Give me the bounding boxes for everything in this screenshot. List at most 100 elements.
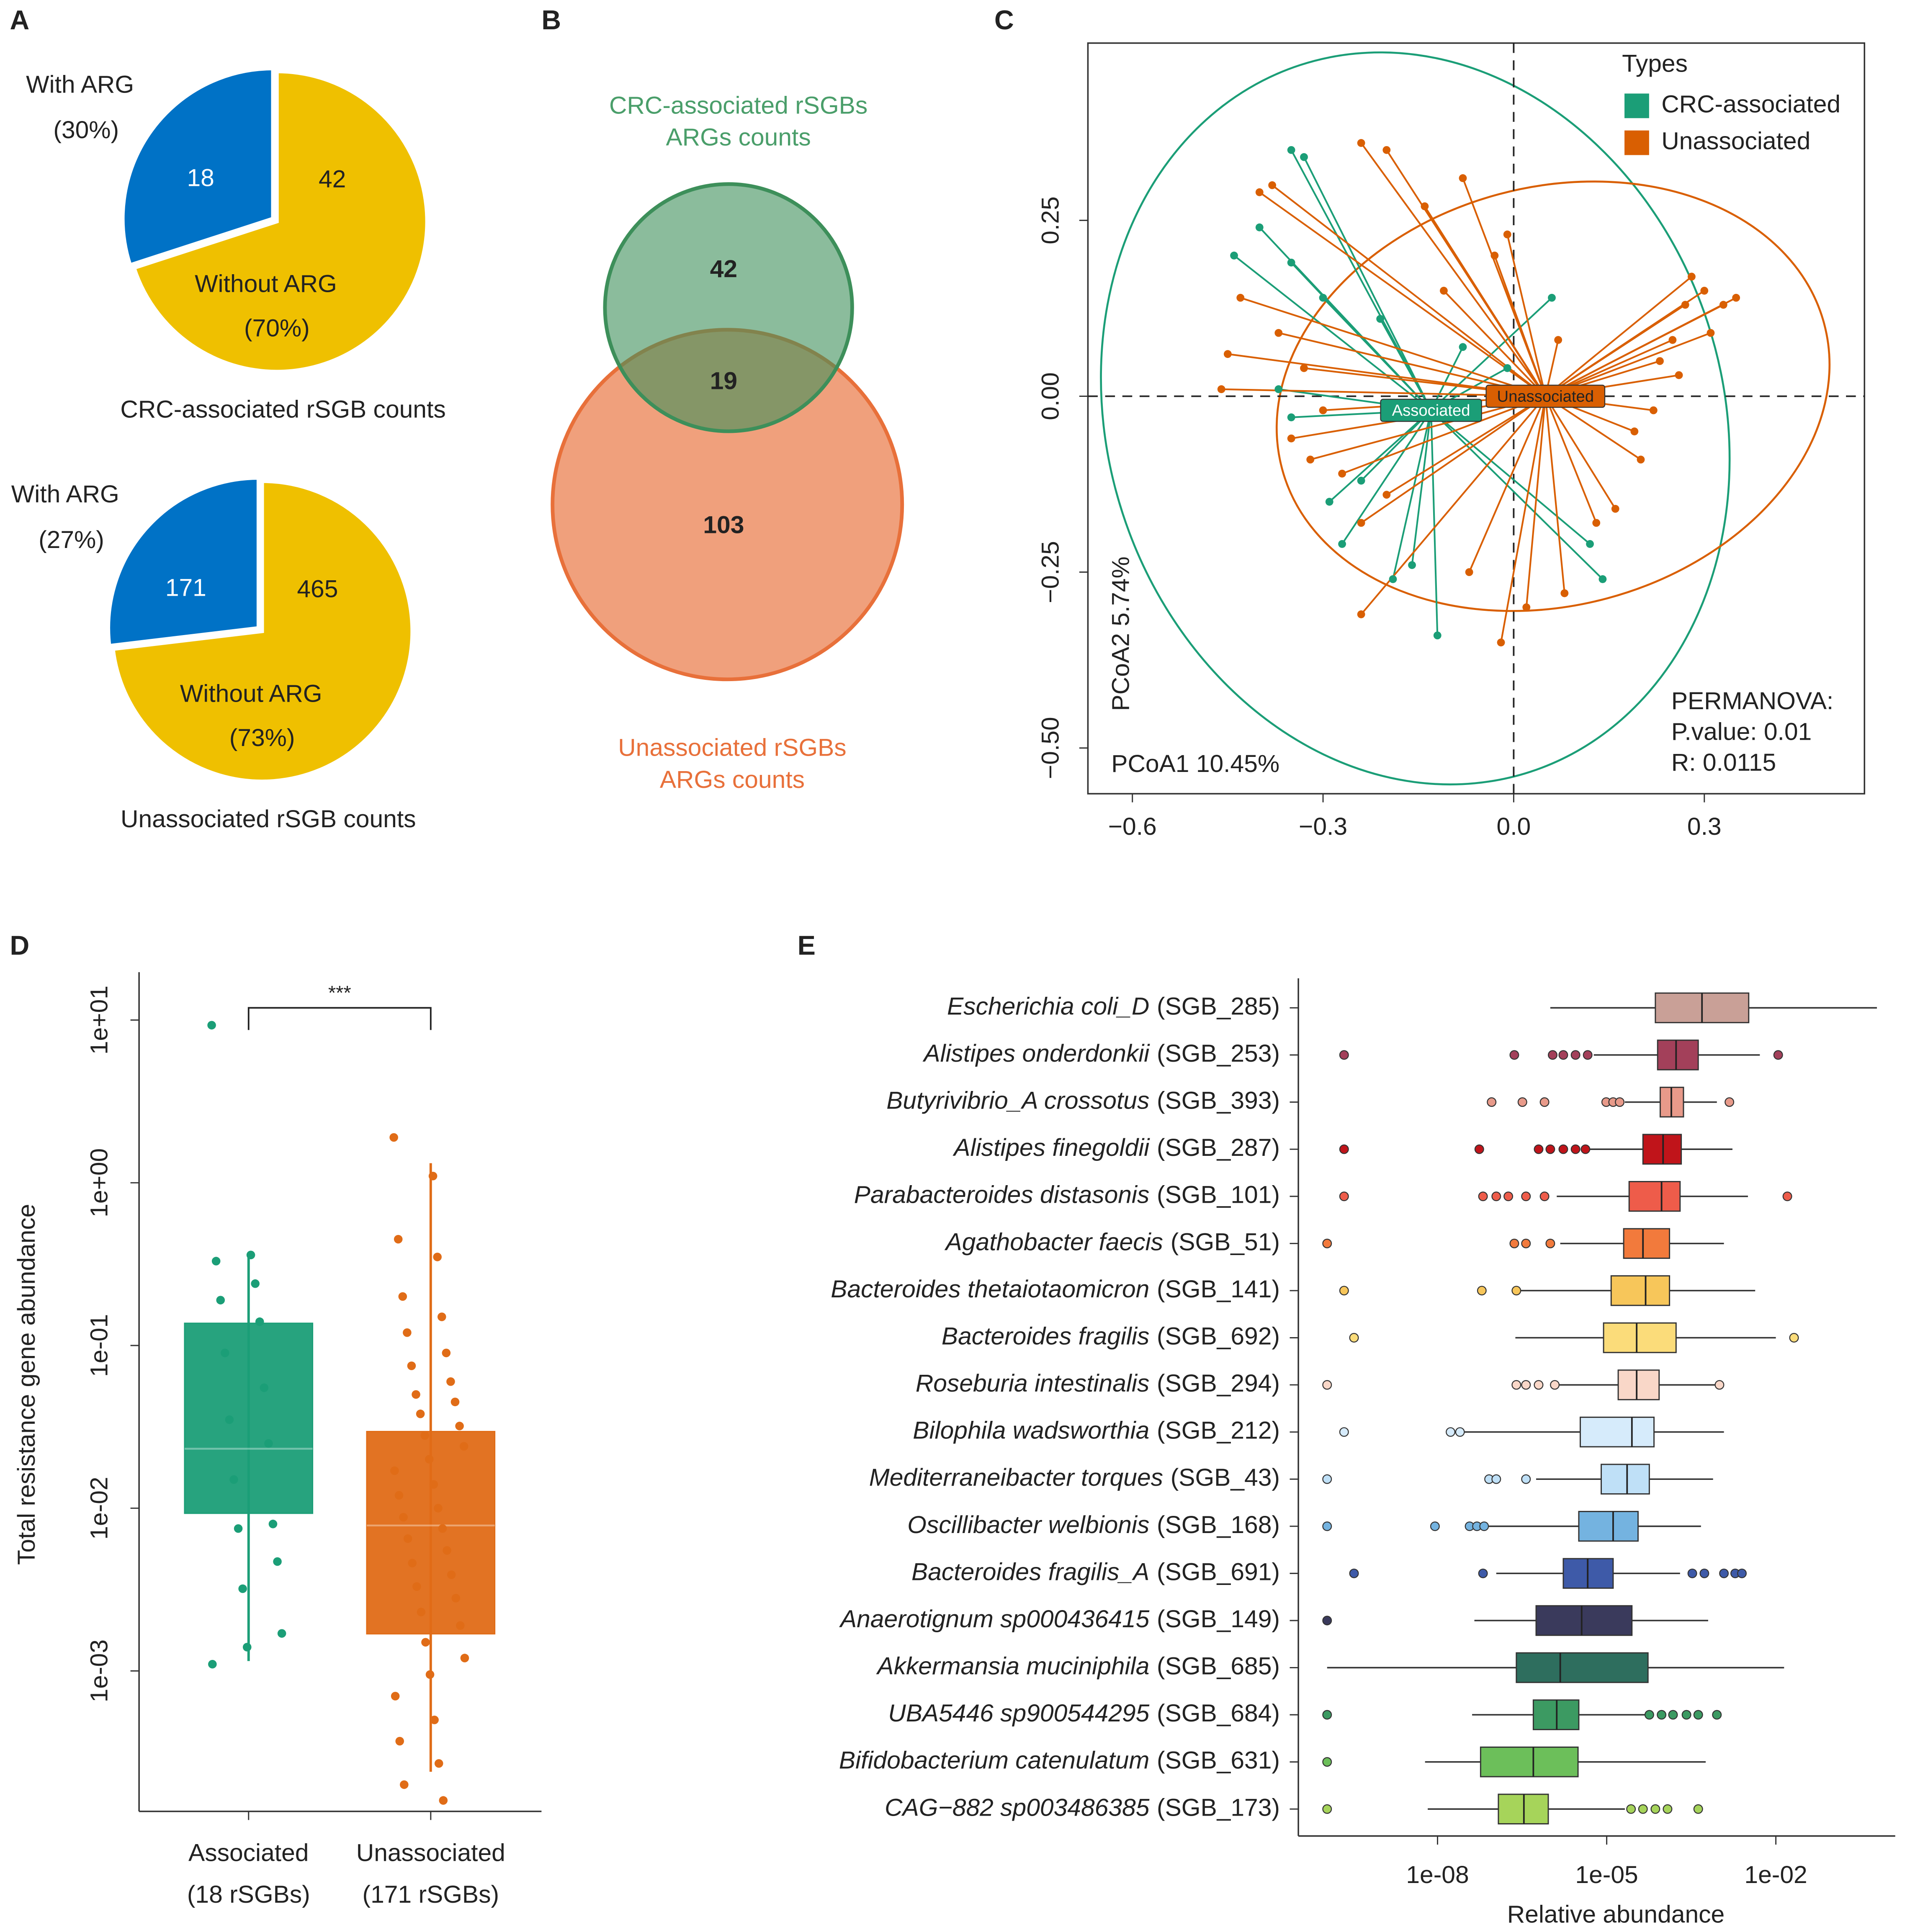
species-name: Roseburia intestinalis [916, 1370, 1150, 1397]
plot-frame [1087, 42, 1866, 795]
species-name: Anaerotignum sp000436415 [839, 1605, 1150, 1633]
outlier [1521, 1191, 1531, 1201]
point [1490, 252, 1499, 260]
y-axis-label: PCoA2 5.74% [1107, 556, 1134, 711]
slice-value: 18 [187, 165, 214, 192]
outlier [1548, 1050, 1557, 1060]
outlier [1681, 1710, 1691, 1720]
spider-line [1525, 396, 1547, 607]
category-label: Bacteroides fragilis_A (SGB_691) [911, 1558, 1280, 1585]
point [437, 1312, 446, 1321]
spider-line [1322, 297, 1432, 411]
annotation: R: 0.0115 [1671, 749, 1776, 776]
outlier [1626, 1804, 1636, 1814]
species-name: Bilophila wadsworthia [913, 1417, 1149, 1444]
point [1357, 139, 1365, 147]
outlier [1789, 1333, 1799, 1343]
outlier [1719, 1568, 1729, 1578]
point [1637, 455, 1645, 464]
point [447, 1570, 456, 1579]
x-tick-note: (171 rSGBs) [363, 1881, 499, 1908]
slice-label: Without ARG [195, 270, 337, 298]
point [1503, 364, 1511, 372]
outlier [1509, 1050, 1519, 1060]
spider-line [1462, 178, 1547, 397]
outlier [1712, 1710, 1722, 1720]
outlier [1650, 1804, 1660, 1814]
spider-line [1468, 396, 1547, 573]
point [1255, 223, 1264, 232]
point [1287, 258, 1295, 267]
point [1357, 519, 1365, 527]
sgb-id: (SGB_43) [1171, 1464, 1280, 1491]
point [1497, 638, 1505, 647]
point [1459, 343, 1467, 351]
slice-label: With ARG [11, 481, 119, 508]
spider-line [1328, 409, 1432, 503]
category-label: Mediterraneibacter torques (SGB_43) [869, 1464, 1280, 1491]
box [1603, 1322, 1677, 1353]
species-name: Bacteroides fragilis [942, 1322, 1149, 1350]
species-name: Bifidobacterium catenulatum [839, 1747, 1149, 1774]
category-label: Bilophila wadsworthia (SGB_212) [913, 1417, 1280, 1444]
spider-line [1240, 297, 1546, 397]
point [207, 1021, 216, 1030]
venn-count: 19 [710, 368, 737, 395]
species-name: Bacteroides fragilis_A [911, 1558, 1149, 1585]
sgb-id: (SGB_101) [1157, 1181, 1280, 1208]
point [394, 1235, 403, 1244]
slice-value: 465 [297, 576, 338, 603]
y-tick-label: −0.25 [1037, 541, 1064, 603]
species-name: Akkermansia muciniphila [876, 1652, 1149, 1680]
species-name: Oscillibacter welbionis [907, 1511, 1149, 1538]
point [399, 1513, 408, 1522]
sgb-id: (SGB_173) [1157, 1794, 1280, 1821]
sgb-id: (SGB_393) [1157, 1087, 1280, 1114]
point [1681, 301, 1689, 309]
category-label: Parabacteroides distasonis (SGB_101) [854, 1181, 1280, 1208]
point [412, 1390, 420, 1399]
point [246, 1250, 255, 1260]
point [1522, 603, 1531, 612]
spider-line [1411, 410, 1432, 566]
point [1357, 610, 1365, 618]
outlier [1322, 1757, 1332, 1767]
outlier [1521, 1238, 1531, 1248]
species-name: Mediterraneibacter torques [869, 1464, 1163, 1491]
outlier [1693, 1804, 1703, 1814]
slice-percent: (30%) [53, 116, 119, 144]
point [425, 1455, 434, 1464]
y-tick-label: 1e-03 [86, 1639, 113, 1702]
point [216, 1296, 225, 1304]
outlier [1534, 1380, 1544, 1390]
point [242, 1643, 252, 1652]
sgb-id: (SGB_692) [1157, 1322, 1280, 1350]
point [408, 1559, 417, 1568]
point [394, 1491, 404, 1500]
y-tick-label: 1e+01 [86, 985, 113, 1055]
outlier [1663, 1804, 1673, 1814]
outlier [1511, 1380, 1521, 1390]
sgb-id: (SGB_168) [1157, 1511, 1280, 1538]
point [1274, 329, 1283, 337]
outlier [1491, 1191, 1501, 1201]
point [450, 1397, 460, 1407]
point [403, 1328, 412, 1337]
pie-slice [131, 69, 429, 374]
species-name: Escherichia coli_D [947, 993, 1149, 1020]
point [238, 1584, 247, 1593]
venn-set-subtitle: ARGs counts [660, 766, 805, 793]
species-name: Alistipes finegoldii [952, 1134, 1150, 1161]
group-ellipse [1100, 51, 1731, 786]
sgb-id: (SGB_691) [1157, 1558, 1280, 1585]
panel-label: D [10, 930, 30, 960]
species-name: Bacteroides thetaiotaomicron [831, 1275, 1149, 1302]
point [225, 1415, 234, 1424]
point [229, 1475, 238, 1484]
point [434, 1504, 443, 1513]
x-tick-label: 0.3 [1687, 813, 1722, 840]
outlier [1503, 1191, 1514, 1201]
spider-line [1443, 290, 1546, 397]
x-tick-label: Unassociated [356, 1839, 505, 1866]
outlier [1339, 1427, 1349, 1437]
